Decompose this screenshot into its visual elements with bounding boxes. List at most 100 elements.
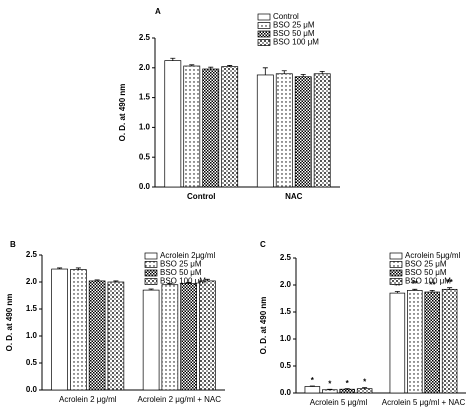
bar [339,388,355,394]
y-tick-label: 0.5 [26,358,38,367]
x-tick-label: Acrolein 5 μg/ml + NAC [382,398,466,407]
bar [183,65,201,188]
legend-label: BSO 100 μM [405,277,451,286]
legend-swatch [144,269,158,277]
legend-label: Control [273,12,299,21]
bar [322,389,338,394]
error-bar [362,387,368,389]
bar [256,74,274,188]
legend-swatch [144,261,158,268]
y-axis-title: O. D. at 490 nm [5,294,14,352]
bar [313,73,331,188]
y-tick-label: 2.0 [26,277,38,286]
bar [107,281,125,391]
y-tick-label: 0.0 [280,388,292,397]
bar [221,66,239,188]
error-bar [57,267,63,270]
legend-swatch [257,13,271,21]
significance-mark: * [363,378,367,387]
bar [275,73,293,188]
error-bar [113,280,119,282]
error-bar [429,290,435,293]
legend-label: BSO 50 μM [160,268,202,277]
significance-mark: * [346,379,350,388]
error-bar [319,70,325,74]
error-bar [227,65,233,67]
legend-label: BSO 100 μM [160,277,206,286]
legend-label: BSO 50 μM [273,29,315,38]
legend-swatch [257,39,271,46]
bar [202,68,220,188]
y-tick-label: 1.5 [26,304,38,313]
bar [70,269,87,391]
error-bar [75,267,81,270]
y-tick-label: 1.0 [139,123,151,132]
bar [180,283,197,391]
legend-swatch [257,30,271,38]
panel-label: A [155,7,161,16]
bar [142,289,160,391]
x-tick-label: Control [187,192,215,201]
significance-mark: ** [394,282,401,291]
bar [294,76,312,188]
error-bar [327,388,333,390]
legend-swatch [389,269,403,277]
error-bar [262,67,268,75]
legend-swatch [389,278,403,285]
bar [161,284,179,391]
error-bar [148,288,154,291]
significance-mark: ** [412,279,419,288]
legend-swatch [257,22,271,29]
legend-label: Acrolein 2μg/ml [160,251,216,260]
error-bar [394,291,400,294]
legend-label: BSO 100 μM [273,38,319,47]
error-bar [204,278,210,281]
y-tick-label: 0.5 [139,152,151,161]
y-axis-title: O. D. at 490 nm [118,84,127,142]
legend-label: BSO 25 μM [273,21,315,30]
error-bar [167,283,173,285]
error-bar [412,288,418,291]
legend-label: BSO 25 μM [160,260,202,269]
legend-swatch [389,261,403,268]
x-tick-label: Acrolein 5 μg/ml [310,398,368,407]
y-tick-label: 1.5 [139,93,151,102]
y-axis-title: O. D. at 490 nm [259,297,268,355]
y-tick-label: 2.5 [26,250,38,259]
y-tick-label: 0.5 [280,361,292,370]
legend-label: BSO 25 μM [405,260,447,269]
x-tick-label: Acrolein 2 μg/ml [59,395,117,404]
significance-mark: * [311,376,315,385]
y-tick-label: 1.5 [280,307,292,316]
bar [389,292,406,394]
bar [304,386,321,394]
bar [407,290,423,394]
x-tick-label: Acrolein 2 μg/ml + NAC [137,395,221,404]
error-bar [300,73,306,77]
bar [356,388,373,394]
significance-mark: ** [447,278,454,287]
error-bar [189,64,195,67]
y-tick-label: 0.0 [26,385,38,394]
error-bar [170,57,176,61]
legend-label: Acrolein 5μg/ml [405,251,461,260]
error-bar [447,287,453,290]
error-bar [186,282,192,284]
panel-label: B [10,240,16,249]
y-tick-label: 2.0 [139,63,151,72]
significance-mark: ** [429,281,436,290]
legend-swatch [144,252,158,260]
error-bar [208,66,214,69]
error-bar [344,388,350,390]
legend-swatch [144,278,158,285]
panel-label: C [260,240,266,249]
bar [88,280,106,391]
y-tick-label: 1.0 [280,334,292,343]
y-tick-label: 0.0 [139,182,151,191]
bar [424,291,440,394]
x-tick-label: NAC [285,192,303,201]
legend-label: BSO 50 μM [405,268,447,277]
error-bar [309,385,315,387]
bar [51,268,68,391]
